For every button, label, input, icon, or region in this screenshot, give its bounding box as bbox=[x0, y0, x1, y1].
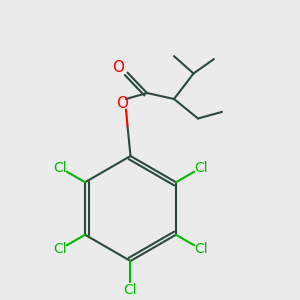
Text: Cl: Cl bbox=[195, 242, 208, 256]
Text: Cl: Cl bbox=[124, 284, 137, 297]
Text: Cl: Cl bbox=[53, 160, 66, 175]
Text: Cl: Cl bbox=[195, 160, 208, 175]
Text: O: O bbox=[112, 60, 124, 75]
Text: Cl: Cl bbox=[53, 242, 66, 256]
Text: O: O bbox=[116, 96, 128, 111]
